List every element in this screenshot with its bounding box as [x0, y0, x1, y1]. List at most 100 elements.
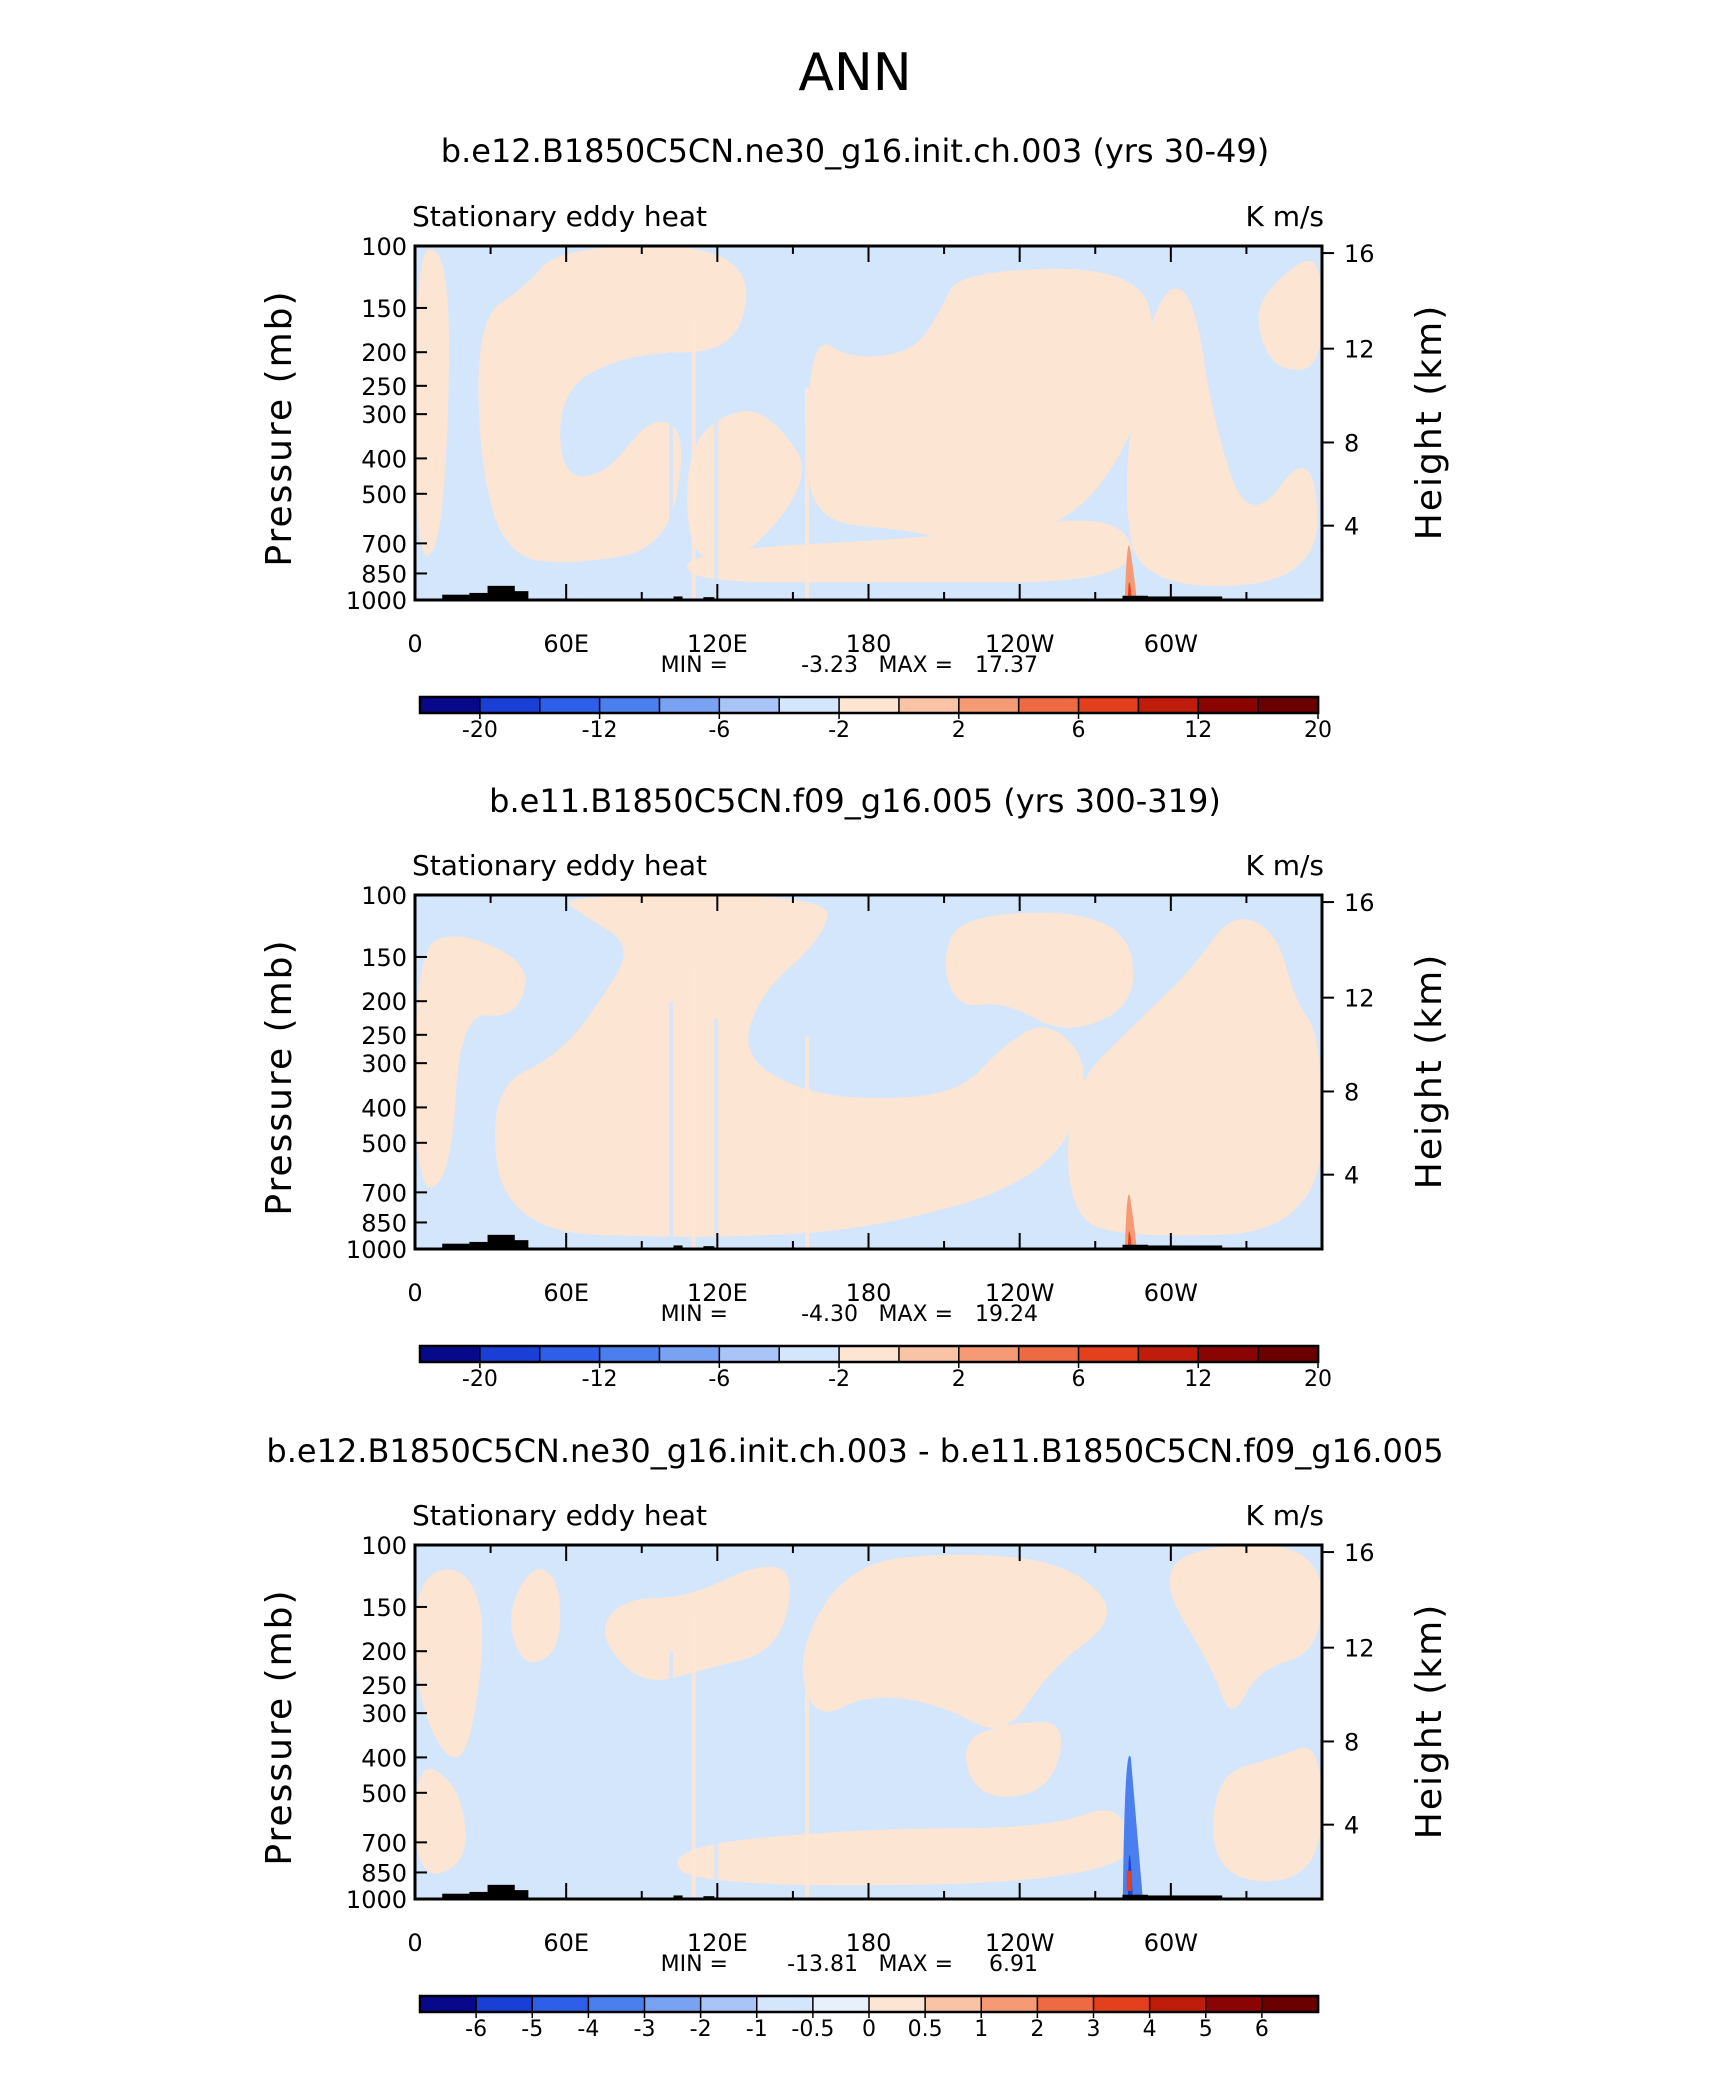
streak-4 — [805, 387, 810, 600]
colorbar-box — [1257, 696, 1320, 714]
x-tick-label: 120E — [687, 630, 748, 658]
topography-8 — [1140, 596, 1223, 600]
topography-8 — [1140, 1245, 1223, 1249]
left-string: Stationary eddy heat — [412, 200, 707, 233]
colorbar-frame — [418, 1344, 1320, 1364]
y-tick-label: 850 — [361, 1209, 407, 1237]
colorbar-label: 12 — [1184, 718, 1212, 743]
colorbar-box — [1257, 1345, 1320, 1363]
y-right-tick-label: 12 — [1344, 985, 1375, 1013]
topography-7 — [1122, 1244, 1148, 1249]
colorbar-box — [419, 696, 482, 714]
max-label: MAX = — [878, 1952, 953, 1977]
x-tick-label: 180 — [846, 1279, 892, 1307]
positive-region-6 — [677, 1810, 1132, 1886]
topography-8 — [1140, 1895, 1223, 1899]
colorbar-box — [643, 1995, 702, 2013]
positive-region-1 — [415, 249, 449, 557]
topography-4 — [501, 591, 529, 600]
colorbar-label: -0.5 — [791, 2017, 834, 2042]
streak-3 — [714, 1018, 719, 1249]
colorbar-box — [699, 1995, 758, 2013]
y-tick-label: 1000 — [346, 1236, 407, 1264]
panel-2: b.e11.B1850C5CN.f09_g16.005 (yrs 300-319… — [259, 782, 1450, 1392]
units-label: K m/s — [1245, 200, 1324, 233]
colorbar-label: 1 — [974, 2017, 988, 2042]
positive-region-2 — [511, 1569, 561, 1663]
positive-region-2 — [494, 895, 1084, 1237]
colorbar-label: 5 — [1199, 2017, 1213, 2042]
max-label: MAX = — [878, 1302, 953, 1327]
y-tick-label: 500 — [361, 481, 407, 509]
colorbar-label: -4 — [577, 2017, 599, 2042]
y-tick-label: 250 — [361, 1672, 407, 1700]
colorbar-label: -2 — [828, 718, 850, 743]
y-tick-label: 200 — [361, 1638, 407, 1666]
panel-1: b.e12.B1850C5CN.ne30_g16.init.ch.003 (yr… — [259, 132, 1450, 743]
streak-4 — [805, 1686, 810, 1899]
max-value: 17.37 — [975, 653, 1038, 678]
y-tick-label: 250 — [361, 1022, 407, 1050]
colorbar-label: -6 — [465, 2017, 487, 2042]
x-tick-label: 180 — [846, 630, 892, 658]
x-tick-label: 120W — [985, 630, 1055, 658]
colorbar-box — [658, 1345, 721, 1363]
colorbar-box — [898, 696, 961, 714]
colorbar-box — [1077, 696, 1140, 714]
colorbar-label: 2 — [1030, 2017, 1044, 2042]
colorbar-box — [778, 1345, 841, 1363]
topography-2 — [469, 1241, 502, 1249]
min-label: MIN = — [661, 653, 728, 678]
colorbar-label: 3 — [1087, 2017, 1101, 2042]
y-tick-label: 500 — [361, 1780, 407, 1808]
units-label: K m/s — [1245, 1499, 1324, 1532]
left-string: Stationary eddy heat — [412, 1499, 707, 1532]
colorbar-label: -2 — [828, 1367, 850, 1392]
y-tick-label: 400 — [361, 1094, 407, 1122]
colorbar-box — [1137, 1345, 1200, 1363]
colorbar-box — [587, 1995, 646, 2013]
colorbar-box — [718, 1345, 781, 1363]
y-tick-label: 1000 — [346, 587, 407, 615]
topography-7 — [1122, 595, 1148, 600]
colorbar-label: 2 — [952, 718, 966, 743]
colorbar-box — [980, 1995, 1039, 2013]
negative-feature — [1122, 1755, 1143, 1899]
contour-field — [415, 1545, 1322, 1899]
topography-4 — [501, 1240, 529, 1249]
streak-3 — [714, 369, 719, 600]
positive-feature — [1124, 1194, 1137, 1249]
positive-region-8 — [1213, 1747, 1322, 1882]
colorbar-box — [1017, 1345, 1080, 1363]
colorbar-box — [475, 1995, 534, 2013]
y-right-tick-label: 4 — [1344, 1812, 1359, 1840]
figure-title: ANN — [798, 43, 911, 103]
x-tick-label: 60E — [543, 1279, 589, 1307]
x-tick-label: 120W — [985, 1279, 1055, 1307]
topography-2 — [469, 592, 502, 600]
y-right-tick-label: 16 — [1344, 889, 1375, 917]
streak-4 — [805, 1036, 810, 1249]
y-tick-label: 250 — [361, 373, 407, 401]
y-axis-label: Pressure (mb) — [259, 938, 300, 1215]
colorbar-box — [1197, 696, 1260, 714]
positive-core — [1127, 582, 1132, 600]
topography-2 — [469, 1891, 502, 1899]
streak-1 — [668, 352, 673, 600]
positive-region-4 — [807, 268, 1153, 542]
colorbar-label: 20 — [1304, 718, 1332, 743]
colorbar-label: 6 — [1072, 1367, 1086, 1392]
x-tick-label: 0 — [407, 1279, 422, 1307]
colorbar-label: -20 — [462, 718, 498, 743]
y-tick-label: 100 — [361, 233, 407, 261]
panel-3: b.e12.B1850C5CN.ne30_g16.init.ch.003 - b… — [259, 1432, 1450, 2042]
x-tick-label: 60W — [1144, 630, 1198, 658]
positive-region-5 — [966, 1722, 1062, 1797]
topography-1 — [442, 1893, 470, 1899]
colorbar-box — [419, 1995, 478, 2013]
y-tick-label: 700 — [361, 1179, 407, 1207]
y-right-axis-label: Height (km) — [1409, 1603, 1450, 1839]
positive-region-6 — [1127, 288, 1318, 587]
positive-region-2 — [478, 246, 747, 563]
colorbar-box — [419, 1345, 482, 1363]
